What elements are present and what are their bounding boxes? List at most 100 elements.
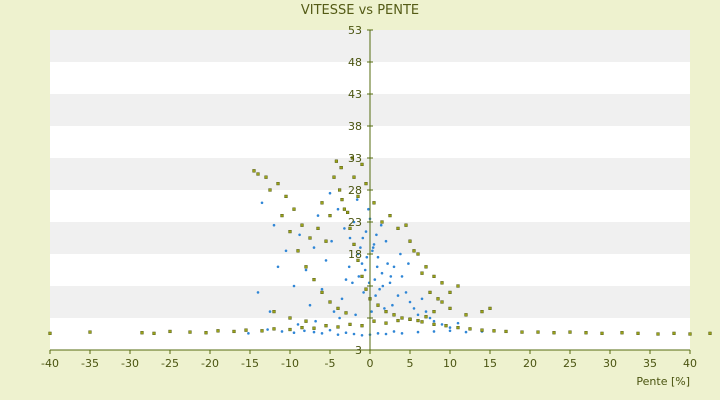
data-point — [536, 330, 540, 334]
data-point — [288, 316, 292, 320]
data-point — [440, 323, 444, 326]
data-point — [247, 332, 250, 335]
data-point — [376, 332, 380, 335]
data-point — [376, 255, 380, 259]
data-point — [373, 278, 377, 281]
data-point — [361, 236, 365, 240]
data-point — [284, 194, 288, 198]
data-point — [672, 331, 676, 335]
data-point — [356, 258, 360, 262]
data-point — [338, 188, 342, 192]
data-point — [312, 278, 316, 282]
data-point — [400, 332, 404, 335]
data-point — [392, 265, 396, 269]
data-point — [392, 330, 396, 333]
data-point — [488, 306, 492, 310]
data-point — [400, 275, 404, 278]
data-point — [391, 303, 394, 307]
x-tick-label: -30 — [121, 357, 139, 370]
data-point — [296, 323, 300, 326]
data-point — [372, 201, 376, 205]
data-point — [420, 271, 424, 275]
data-point — [424, 265, 428, 269]
data-point — [355, 198, 359, 201]
data-point — [432, 274, 436, 278]
data-point — [268, 188, 272, 192]
data-point — [448, 326, 452, 329]
data-point — [552, 331, 556, 335]
data-point — [252, 169, 256, 173]
data-point — [324, 324, 328, 328]
data-point — [216, 329, 220, 333]
data-point — [304, 319, 308, 323]
y-tick-label: 43 — [348, 88, 362, 101]
data-point — [389, 275, 393, 278]
x-tick-label: -35 — [81, 357, 99, 370]
data-point — [292, 331, 296, 335]
data-point — [388, 281, 392, 285]
data-point — [448, 290, 452, 294]
data-point — [424, 315, 428, 319]
data-point — [298, 233, 301, 237]
data-point — [416, 313, 420, 317]
data-point — [320, 201, 324, 205]
data-point — [288, 229, 292, 234]
data-point — [404, 291, 408, 294]
data-point — [340, 297, 344, 301]
data-point — [408, 317, 412, 321]
data-point — [352, 175, 356, 179]
data-point — [379, 223, 383, 227]
data-point — [140, 331, 144, 335]
data-point — [568, 330, 572, 334]
data-point — [407, 262, 410, 265]
data-point — [312, 330, 316, 334]
data-point — [320, 332, 324, 335]
data-point — [464, 313, 468, 317]
data-point — [371, 249, 374, 253]
data-point — [344, 311, 348, 315]
data-point — [232, 329, 236, 334]
chart-title: VITESSE vs PENTE — [301, 3, 419, 18]
y-tick-label: 53 — [348, 24, 362, 37]
data-point — [370, 310, 373, 313]
x-axis-title: Pente [%] — [636, 375, 690, 388]
data-point — [346, 210, 350, 214]
data-point — [376, 303, 380, 307]
data-point — [584, 331, 588, 335]
data-point — [284, 249, 288, 253]
data-point — [256, 172, 260, 176]
data-point — [520, 330, 524, 334]
data-point — [480, 328, 484, 332]
data-point — [708, 331, 712, 335]
data-point — [408, 239, 412, 243]
data-point — [168, 329, 172, 334]
data-point — [444, 324, 448, 328]
data-point — [364, 230, 368, 233]
data-point — [204, 331, 208, 335]
data-point — [375, 233, 378, 237]
data-point — [260, 201, 264, 205]
data-point — [268, 310, 272, 313]
data-point — [292, 207, 296, 211]
data-point — [344, 278, 348, 281]
data-point — [636, 331, 640, 335]
data-point — [364, 181, 368, 186]
data-point — [308, 236, 312, 240]
data-point — [360, 333, 364, 337]
data-point — [304, 268, 308, 272]
data-point — [328, 300, 332, 304]
data-point — [428, 290, 432, 294]
data-point — [276, 181, 280, 186]
data-point — [312, 246, 316, 249]
data-point — [356, 194, 360, 198]
x-tick-label: -25 — [161, 357, 179, 370]
data-point — [381, 284, 385, 288]
data-point — [400, 316, 404, 320]
x-tick-label: -20 — [201, 357, 219, 370]
data-point — [448, 306, 452, 310]
data-point — [364, 287, 368, 291]
data-point — [332, 310, 336, 313]
data-point — [420, 297, 424, 301]
